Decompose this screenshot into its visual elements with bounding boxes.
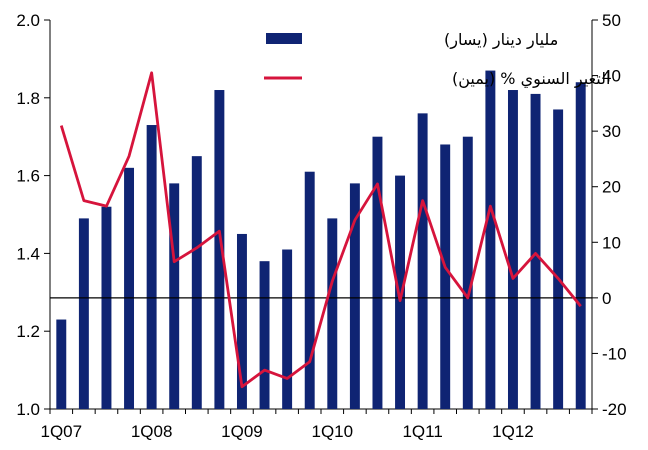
left-tick-label: 1.4 (16, 244, 40, 263)
bar (146, 125, 157, 409)
left-tick-label: 2.0 (16, 11, 40, 30)
right-y-axis: -20 -10 0 10 20 30 40 50 (592, 11, 627, 419)
bar (304, 171, 315, 409)
legend-label-line: التغير السنوي % (يمين) (452, 69, 610, 89)
bar (259, 261, 270, 409)
x-axis: 1Q07 1Q08 1Q09 1Q10 1Q11 1Q12 (40, 409, 593, 441)
right-tick-label: 50 (602, 11, 621, 30)
x-tick-label: 1Q08 (131, 422, 173, 441)
left-tick-label: 1.2 (16, 322, 40, 341)
legend-swatch-bar (266, 33, 302, 44)
right-tick-label: 0 (602, 289, 611, 308)
legend-label-bar: مليار دينار (يسار) (444, 30, 558, 50)
left-tick-label: 1.0 (16, 400, 40, 419)
bar (56, 319, 67, 409)
right-tick-label: 20 (602, 178, 621, 197)
bar (395, 175, 406, 409)
left-tick-label: 1.6 (16, 167, 40, 186)
bar (214, 90, 225, 410)
bar (101, 206, 112, 409)
bar (78, 218, 89, 409)
right-tick-label: -10 (602, 344, 627, 363)
bar (372, 136, 383, 409)
right-tick-label: -20 (602, 400, 627, 419)
bar (124, 167, 135, 409)
bar (169, 183, 180, 409)
x-tick-label: 1Q12 (492, 422, 534, 441)
left-y-axis: 1.0 1.2 1.4 1.6 1.8 2.0 (16, 11, 50, 419)
bar (236, 233, 247, 409)
left-tick-label: 1.8 (16, 89, 40, 108)
bar-series (56, 70, 586, 410)
line-series (59, 71, 582, 389)
bar (507, 90, 518, 410)
legend: مليار دينار (يسار) التغير السنوي % (يمين… (264, 30, 610, 89)
right-tick-label: 40 (602, 67, 621, 86)
bar (191, 156, 202, 409)
x-tick-label: 1Q11 (402, 422, 442, 441)
bar (417, 113, 428, 410)
bar (553, 109, 564, 409)
right-tick-label: 10 (602, 233, 621, 252)
bar (349, 183, 360, 409)
bar (530, 93, 541, 409)
bar (327, 218, 338, 409)
bar (485, 70, 496, 409)
x-tick-label: 1Q09 (221, 422, 263, 441)
right-tick-label: 30 (602, 122, 621, 141)
x-tick-label: 1Q10 (311, 422, 353, 441)
bar (440, 144, 451, 410)
x-tick-label: 1Q07 (40, 422, 82, 441)
bar (282, 249, 293, 409)
bar (575, 82, 586, 410)
line-path (59, 71, 582, 389)
bar (462, 136, 473, 409)
